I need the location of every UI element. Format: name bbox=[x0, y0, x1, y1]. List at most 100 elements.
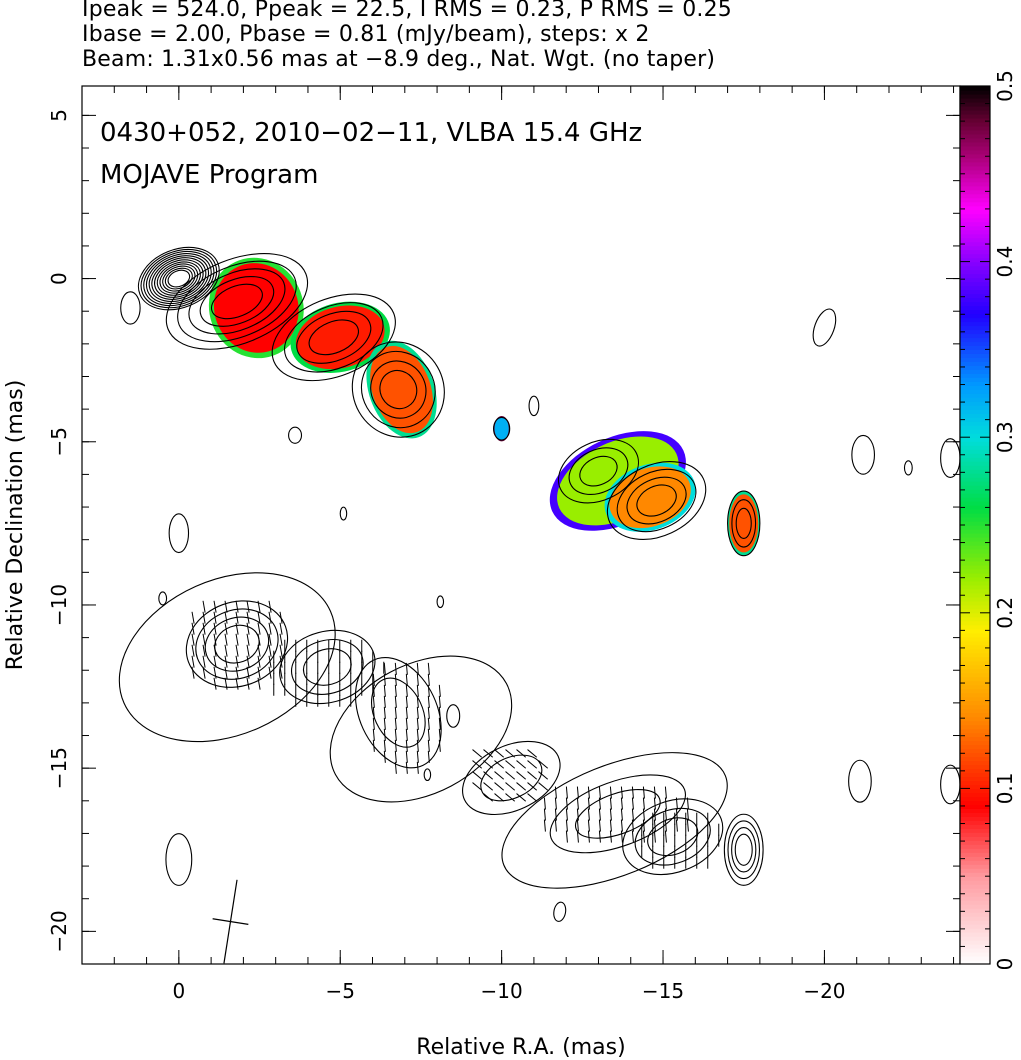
intensity-contour-level bbox=[177, 260, 297, 343]
evpa-tick bbox=[405, 728, 408, 741]
colorbar-segment bbox=[960, 453, 990, 458]
evpa-tick bbox=[372, 695, 375, 708]
polarized-contour-1 bbox=[279, 629, 376, 705]
colorbar-segment bbox=[960, 157, 990, 163]
evpa-tick bbox=[527, 760, 538, 769]
colorbar-segment bbox=[960, 217, 990, 223]
colorbar-segment bbox=[960, 149, 990, 155]
intensity-contour-level bbox=[370, 360, 427, 419]
evpa-tick bbox=[191, 655, 195, 668]
colorbar-segment bbox=[960, 253, 990, 259]
evpa-tick bbox=[642, 830, 645, 843]
evpa-tick bbox=[576, 830, 579, 843]
polarized-contour-level bbox=[279, 629, 376, 705]
polarized-contour-level bbox=[204, 616, 270, 672]
colorbar-segment bbox=[960, 728, 990, 734]
polarized-contour-level bbox=[622, 798, 724, 876]
evpa-tick bbox=[427, 706, 430, 719]
polarized-contour-3 bbox=[462, 740, 561, 816]
evpa-region-1 bbox=[273, 639, 385, 707]
colorbar-segment bbox=[960, 181, 990, 187]
evpa-tick bbox=[576, 797, 579, 810]
polarized-contour-6 bbox=[723, 813, 764, 886]
colorbar-segment bbox=[960, 904, 990, 909]
colorbar-segment bbox=[960, 712, 990, 718]
intensity-contour-level bbox=[579, 455, 618, 487]
evpa-tick bbox=[394, 684, 397, 697]
evpa-tick bbox=[202, 633, 206, 646]
colorbar-segment bbox=[960, 604, 990, 610]
colorbar-segment bbox=[960, 780, 990, 786]
colorbar-segment bbox=[960, 868, 990, 873]
outer-contour-7 bbox=[528, 395, 540, 417]
colorbar-tick-label: 0.5 bbox=[993, 70, 1017, 102]
intensity-contour-level bbox=[616, 468, 697, 533]
polarized-contour-level bbox=[634, 807, 711, 866]
evpa-tick bbox=[554, 797, 557, 810]
intensity-contour-level bbox=[210, 283, 263, 320]
colorbar-segment bbox=[960, 505, 990, 510]
x-tick-label: −5 bbox=[325, 979, 354, 1003]
colorbar-segment bbox=[960, 465, 990, 470]
evpa-tick bbox=[416, 706, 419, 719]
colorbar-segment bbox=[960, 417, 990, 422]
evpa-tick bbox=[213, 677, 217, 690]
evpa-tick bbox=[587, 808, 590, 821]
x-tick-label: −10 bbox=[481, 979, 523, 1003]
intensity-contour-level bbox=[167, 269, 191, 288]
header-line-2: Ibase = 2.00, Pbase = 0.81 (mJy/beam), s… bbox=[82, 22, 650, 47]
colorbar-segment bbox=[960, 517, 990, 522]
evpa-tick bbox=[686, 808, 689, 821]
intensity-contour-level bbox=[283, 302, 384, 373]
colorbar-segment bbox=[960, 265, 990, 271]
colorbar-segment bbox=[960, 860, 990, 865]
evpa-tick bbox=[268, 622, 272, 635]
y-tick-label: 5 bbox=[47, 109, 71, 122]
evpa-tick bbox=[383, 728, 386, 741]
colorbar-segment bbox=[960, 413, 990, 418]
intensity-contour-level bbox=[271, 293, 396, 382]
colorbar-segment bbox=[960, 257, 990, 263]
colorbar-segment bbox=[960, 177, 990, 183]
outer-contour-4 bbox=[812, 308, 837, 347]
evpa-tick bbox=[213, 622, 217, 635]
colorbar-segment bbox=[960, 856, 990, 861]
intensity-contour-1 bbox=[165, 253, 309, 350]
colorbar-segment bbox=[960, 544, 990, 550]
evpa-tick bbox=[268, 633, 272, 646]
colorbar-segment bbox=[960, 944, 990, 949]
colorbar-segment bbox=[960, 684, 990, 690]
evpa-tick bbox=[516, 771, 527, 780]
evpa-tick bbox=[235, 622, 239, 635]
colorbar-segment bbox=[960, 153, 990, 159]
evpa-tick bbox=[664, 830, 667, 843]
evpa-tick bbox=[191, 633, 195, 646]
colorbar-segment bbox=[960, 756, 990, 762]
colorbar-segment bbox=[960, 880, 990, 885]
intensity-contour-level bbox=[351, 341, 445, 438]
colorbar-segment bbox=[960, 341, 990, 347]
colorbar-segment bbox=[960, 365, 990, 370]
colorbar-segment bbox=[960, 820, 990, 825]
evpa-tick bbox=[598, 808, 601, 821]
intensity-contour-level bbox=[308, 319, 359, 356]
evpa-tick bbox=[405, 706, 408, 719]
evpa-tick bbox=[202, 600, 206, 613]
colorbar-segment bbox=[960, 768, 990, 774]
colorbar-segment bbox=[960, 433, 990, 438]
colorbar-segment bbox=[960, 936, 990, 941]
colorbar-segment bbox=[960, 548, 990, 554]
evpa-tick bbox=[505, 793, 516, 802]
evpa-tick bbox=[494, 793, 505, 802]
colorbar-segment bbox=[960, 528, 990, 534]
evpa-tick bbox=[405, 684, 408, 697]
axis-ticks: 0 −5 −10 −15 −20 5 0 −5 −10 −15 −20 bbox=[47, 86, 960, 1003]
colorbar-segment bbox=[960, 664, 990, 670]
header-line-1: Ipeak = 524.0, Ppeak = 22.5, I RMS = 0.2… bbox=[82, 0, 732, 22]
intensity-contour-level bbox=[727, 490, 761, 557]
evpa-tick bbox=[405, 673, 408, 686]
colorbar-segment bbox=[960, 628, 990, 634]
evpa-tick bbox=[543, 808, 546, 821]
polarized-contour-0 bbox=[185, 600, 289, 688]
evpa-tick bbox=[268, 644, 272, 657]
